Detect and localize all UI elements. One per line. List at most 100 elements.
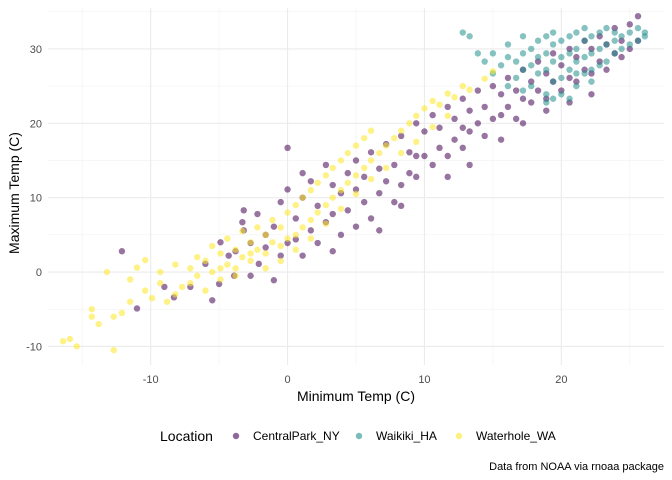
point-CentralPark_NY [497, 91, 505, 98]
point-Waikiki_HA [549, 29, 557, 36]
point-Waterhole_WA [307, 187, 315, 194]
point-Waterhole_WA [262, 250, 269, 257]
point-CentralPark_NY [481, 103, 488, 111]
point-Waikiki_HA [566, 33, 573, 40]
point-Waikiki_HA [581, 70, 588, 77]
point-CentralPark_NY [262, 244, 269, 251]
point-CentralPark_NY [299, 252, 306, 259]
point-Waterhole_WA [421, 105, 428, 112]
point-Waterhole_WA [239, 227, 246, 235]
y-tick-label: 20 [30, 118, 42, 130]
point-CentralPark_NY [519, 120, 527, 127]
point-Waterhole_WA [481, 75, 488, 82]
point-CentralPark_NY [397, 202, 405, 210]
point-Waikiki_HA [603, 58, 610, 65]
point-Waterhole_WA [194, 272, 201, 279]
plot-grid [48, 8, 664, 365]
point-CentralPark_NY [299, 169, 306, 177]
point-Waterhole_WA [88, 313, 96, 320]
point-CentralPark_NY [329, 210, 336, 218]
x-axis-ticks: -10 0 10 20 [143, 374, 568, 386]
point-Waikiki_HA [566, 95, 573, 102]
point-CentralPark_NY [337, 231, 345, 239]
point-CentralPark_NY [329, 248, 336, 255]
point-Waterhole_WA [277, 224, 284, 231]
point-Waterhole_WA [459, 82, 466, 90]
point-Waterhole_WA [262, 231, 269, 239]
point-Waikiki_HA [581, 24, 588, 32]
point-Waikiki_HA [566, 50, 573, 57]
point-Waterhole_WA [262, 265, 269, 272]
point-Waikiki_HA [519, 50, 527, 57]
point-CentralPark_NY [118, 248, 126, 255]
legend-key-CentralPark_NY [232, 432, 240, 440]
point-Waikiki_HA [519, 87, 527, 94]
point-Waterhole_WA [172, 291, 179, 298]
point-Waterhole_WA [254, 224, 261, 231]
point-Waterhole_WA [361, 134, 368, 142]
point-CentralPark_NY [292, 215, 299, 222]
point-Waterhole_WA [352, 190, 360, 198]
point-Waikiki_HA [618, 45, 625, 53]
point-Waterhole_WA [361, 164, 368, 172]
point-CentralPark_NY [444, 152, 451, 160]
point-CentralPark_NY [382, 178, 390, 185]
point-Waikiki_HA [549, 58, 557, 65]
point-Waikiki_HA [603, 41, 610, 48]
point-Waikiki_HA [504, 53, 512, 61]
point-CentralPark_NY [451, 136, 458, 143]
legend-label-CentralPark_NY: CentralPark_NY [253, 429, 340, 443]
point-Waikiki_HA [519, 66, 527, 73]
point-CentralPark_NY [277, 252, 284, 259]
point-Waikiki_HA [519, 33, 527, 40]
data-points [59, 12, 649, 354]
point-Waterhole_WA [413, 112, 420, 120]
point-Waterhole_WA [103, 268, 111, 276]
point-Waterhole_WA [224, 235, 231, 242]
point-Waterhole_WA [157, 268, 164, 276]
point-CentralPark_NY [429, 111, 436, 119]
point-Waikiki_HA [611, 29, 618, 36]
point-Waikiki_HA [558, 74, 565, 82]
point-Waterhole_WA [367, 127, 375, 134]
point-CentralPark_NY [444, 103, 451, 111]
point-Waterhole_WA [217, 250, 224, 257]
point-CentralPark_NY [367, 215, 375, 222]
point-Waikiki_HA [481, 58, 488, 65]
point-Waikiki_HA [497, 62, 505, 69]
point-Waterhole_WA [178, 283, 186, 291]
point-Waikiki_HA [534, 37, 542, 44]
point-Waikiki_HA [596, 45, 603, 53]
point-Waikiki_HA [634, 37, 642, 44]
point-CentralPark_NY [240, 207, 247, 214]
point-Waterhole_WA [217, 265, 224, 272]
point-Waikiki_HA [581, 53, 588, 61]
point-CentralPark_NY [421, 128, 428, 135]
point-Waikiki_HA [558, 37, 565, 44]
point-Waikiki_HA [549, 78, 557, 85]
point-Waterhole_WA [367, 175, 375, 183]
point-Waikiki_HA [626, 41, 633, 48]
point-Waikiki_HA [549, 95, 557, 102]
point-Waterhole_WA [157, 279, 164, 287]
point-Waterhole_WA [133, 264, 141, 271]
legend: Location CentralPark_NY Waikiki_HA Waterho… [160, 428, 556, 444]
point-Waterhole_WA [367, 157, 375, 164]
point-Waterhole_WA [269, 239, 276, 246]
point-Waterhole_WA [194, 253, 201, 261]
point-Waterhole_WA [284, 209, 291, 216]
point-CentralPark_NY [459, 95, 466, 102]
point-CentralPark_NY [217, 239, 224, 246]
x-tick-label: -10 [143, 374, 159, 386]
point-CentralPark_NY [397, 181, 405, 189]
x-tick-label: 20 [555, 374, 567, 386]
point-Waterhole_WA [232, 265, 239, 272]
legend-items: CentralPark_NY Waikiki_HA Waterhole_WA [232, 429, 556, 443]
point-Waterhole_WA [141, 287, 149, 294]
point-Waikiki_HA [489, 50, 497, 57]
point-CentralPark_NY [367, 149, 375, 156]
point-Waterhole_WA [352, 142, 360, 149]
point-CentralPark_NY [307, 227, 315, 234]
point-CentralPark_NY [133, 305, 141, 312]
